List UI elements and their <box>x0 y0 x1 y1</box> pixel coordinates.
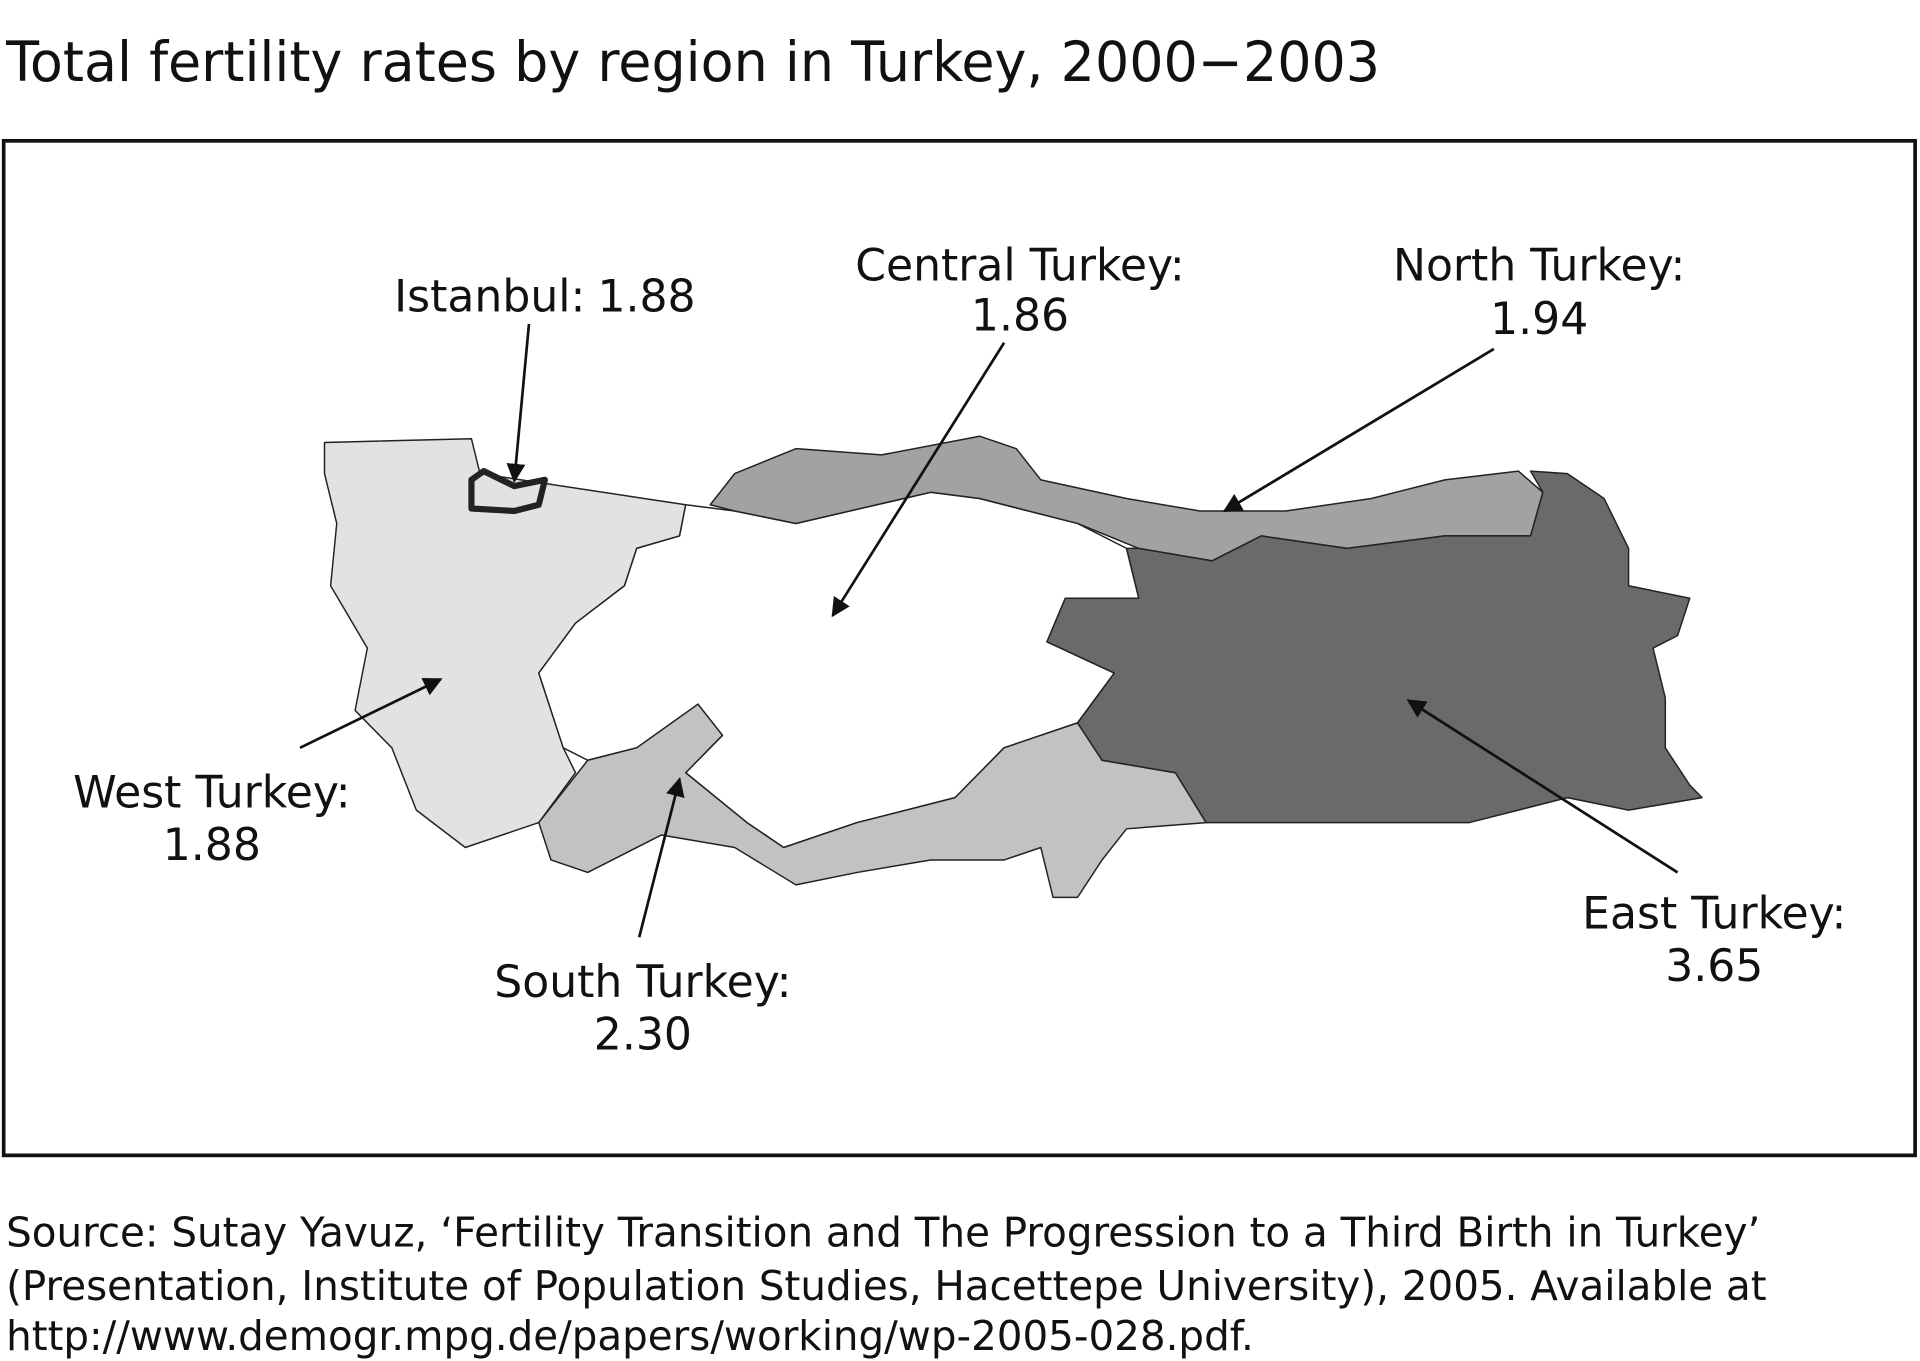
source-line: Source: Sutay Yavuz, ‘Fertility Transiti… <box>6 1208 1760 1256</box>
source-line: http://www.demogr.mpg.de/papers/working/… <box>6 1311 1254 1359</box>
region-value: 1.88 <box>597 271 695 322</box>
arrow <box>1222 347 1495 513</box>
region-value: 2.30 <box>594 1009 692 1060</box>
arrow <box>299 678 443 750</box>
region-value: 3.65 <box>1665 941 1763 992</box>
north-region <box>709 435 1544 562</box>
east-region <box>1046 470 1703 824</box>
map <box>323 435 1703 899</box>
region-label: East Turkey: <box>1582 888 1846 939</box>
region-value: 1.86 <box>971 290 1069 341</box>
region-label: North Turkey: <box>1393 240 1685 291</box>
source: Source: Sutay Yavuz, ‘Fertility Transiti… <box>6 1208 1767 1360</box>
source-line: (Presentation, Institute of Population S… <box>6 1262 1767 1310</box>
labels: Istanbul: 1.88 Central Turkey: 1.86 Nort… <box>73 240 1846 1060</box>
region-label: Istanbul: <box>394 271 585 322</box>
arrow <box>831 342 1006 618</box>
region-label: South Turkey: <box>494 957 791 1008</box>
arrow <box>506 323 531 483</box>
arrow <box>637 777 685 938</box>
region-value: 1.88 <box>163 820 261 871</box>
istanbul-outline <box>468 467 548 515</box>
region-value: 1.94 <box>1490 294 1588 345</box>
frame <box>1 138 1917 1158</box>
region-label: West Turkey: <box>73 767 350 818</box>
title: Total fertility rates by region in Turke… <box>5 31 1380 95</box>
arrows <box>299 323 1679 938</box>
arrow <box>1406 699 1679 874</box>
region-label: Central Turkey: <box>855 240 1185 291</box>
